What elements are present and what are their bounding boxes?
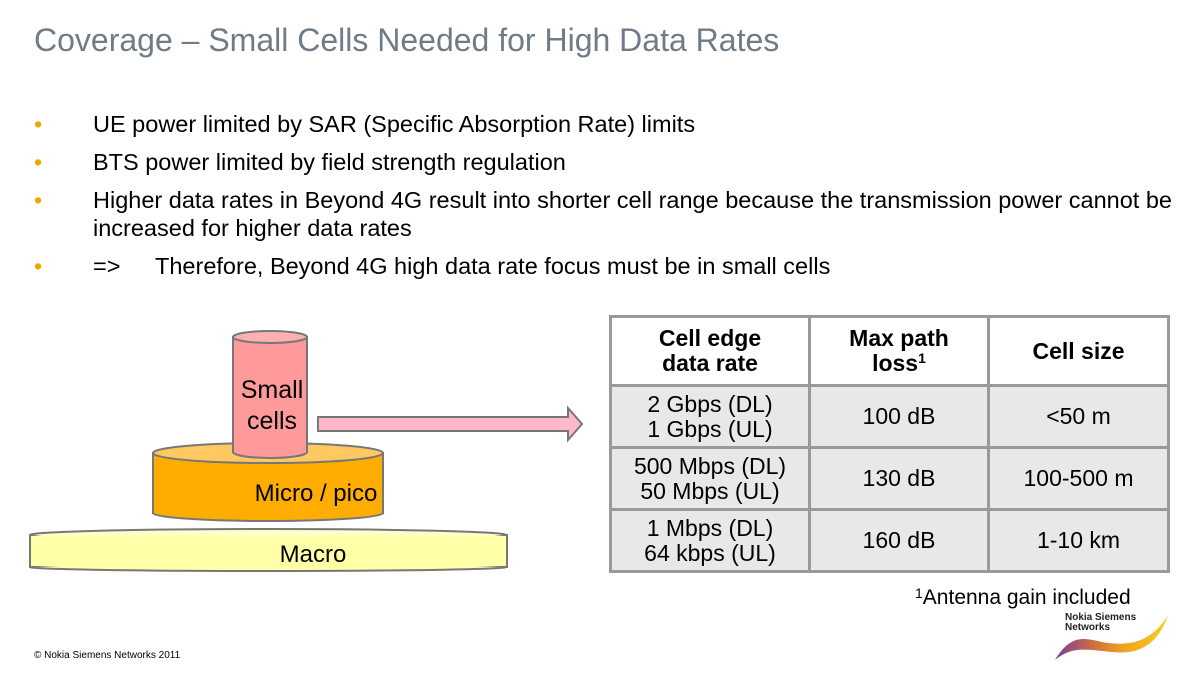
footnote: 1Antenna gain included [915,585,1131,609]
bullet-item: • => Therefore, Beyond 4G high data rate f… [34,253,831,279]
bullet-item: • Higher data rates in Beyond 4G result i… [34,187,1172,241]
micro-layer: Micro / pico [152,442,384,522]
macro-layer: Macro [29,528,508,572]
nsn-logo-wave-icon [1055,615,1168,660]
header-cell-size: Cell size [987,315,1170,387]
rate-cell: 1 Mbps (DL) 64 kbps (UL) [609,508,811,573]
bullet-list: • UE power limited by SAR (Specific Absor… [34,110,1200,290]
bullet-icon: • [34,187,43,213]
copyright: © Nokia Siemens Networks 2011 [34,650,181,661]
table-header-row: Cell edge data rate Max path loss1 Cell si… [609,315,1170,387]
table-row: 500 Mbps (DL) 50 Mbps (UL) 130 dB 100-500… [609,446,1170,511]
size-cell: 100-500 m [987,446,1170,511]
bullet-item: • UE power limited by SAR (Specific Absor… [34,111,696,137]
small-cells-layer: Small cells [232,330,308,459]
cell-comparison-table: Cell edge data rate Max path loss1 Cell si… [609,315,1170,573]
small-cells-label-1: Small [241,376,304,404]
rate-cell: 2 Gbps (DL) 1 Gbps (UL) [609,384,811,449]
bullet-icon: • [34,253,43,279]
table-row: 1 Mbps (DL) 64 kbps (UL) 160 dB 1-10 km [609,508,1170,573]
bullet-item: • BTS power limited by field strength reg… [34,149,566,175]
table-row: 2 Gbps (DL) 1 Gbps (UL) 100 dB <50 m [609,384,1170,449]
small-cells-label-2: cells [247,407,297,435]
cell-layers-diagram: Macro Micro / pico Small cells [29,330,584,572]
arrow-icon [317,405,584,443]
bullet-icon: • [34,111,43,137]
size-cell: 1-10 km [987,508,1170,573]
micro-label: Micro / pico [255,480,378,507]
loss-cell: 160 dB [808,508,990,573]
header-max-path-loss: Max path loss1 [808,315,990,387]
bullet-icon: • [34,149,43,175]
rate-cell: 500 Mbps (DL) 50 Mbps (UL) [609,446,811,511]
loss-cell: 100 dB [808,384,990,449]
loss-cell: 130 dB [808,446,990,511]
slide-title: Coverage – Small Cells Needed for High D… [34,22,780,58]
macro-label: Macro [280,541,347,568]
logo-text: Nokia Siemens Networks [1065,612,1137,633]
size-cell: <50 m [987,384,1170,449]
header-cell-edge-rate: Cell edge data rate [609,315,811,387]
